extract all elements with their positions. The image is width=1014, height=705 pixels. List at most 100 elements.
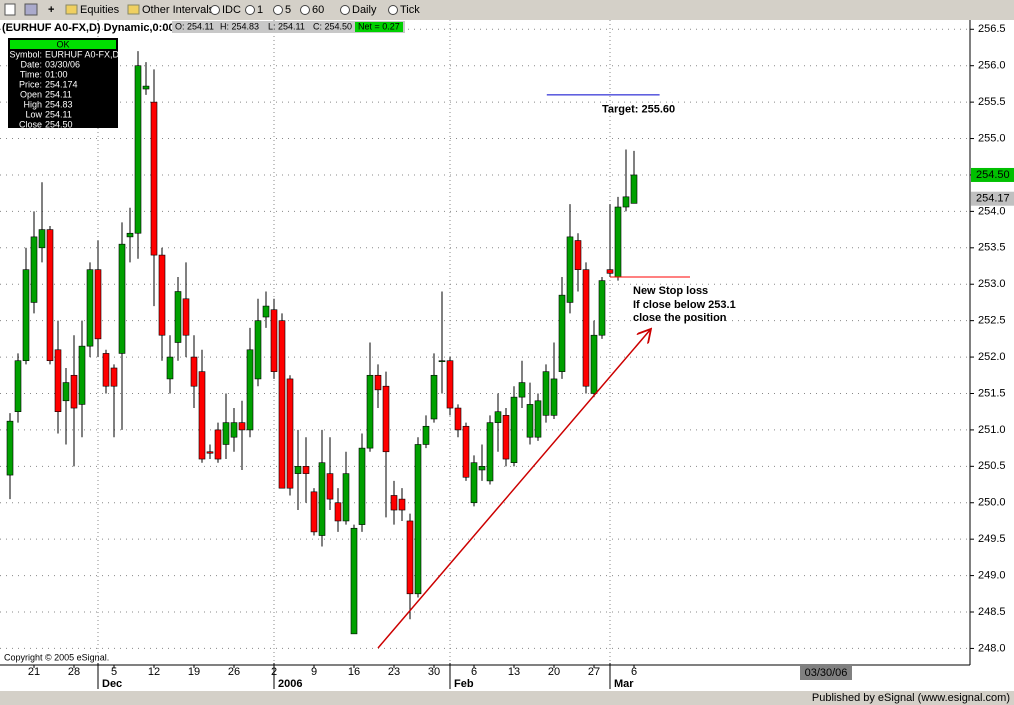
candle-body (390, 495, 398, 511)
candle-body (198, 371, 206, 460)
trend-arrow (377, 330, 650, 649)
candle-body (558, 294, 566, 372)
radio (300, 5, 310, 15)
candle-body (470, 462, 478, 504)
y-tick-label: 251.5 (978, 387, 1006, 399)
y-tick-label: 249.0 (978, 569, 1006, 581)
toolbar-item[interactable]: Tick (400, 4, 420, 16)
copyright: Copyright © 2005 eSignal. (4, 652, 109, 662)
x-tick-label: 9 (311, 666, 317, 678)
candle-body (422, 425, 430, 445)
dw-value: 03/30/06 (45, 59, 80, 69)
candle-body (598, 280, 606, 336)
quote-bar (172, 21, 405, 33)
candle-body (478, 466, 486, 471)
candle-body (86, 269, 94, 347)
toolbar-item[interactable]: 1 (257, 4, 263, 16)
candle-body (534, 400, 542, 438)
dw-label: High (23, 99, 42, 109)
candle-body (462, 425, 470, 478)
dw-label: Open (20, 89, 42, 99)
dw-label: Close (19, 119, 42, 129)
candle-body (110, 367, 118, 387)
x-tick-label: 12 (148, 666, 160, 678)
y-tick-label: 250.0 (978, 497, 1006, 509)
candle-body (70, 374, 78, 409)
toolbar-item[interactable]: 60 (312, 4, 324, 16)
candle-body (350, 527, 358, 635)
candle-body (254, 320, 262, 380)
candle-body (334, 502, 342, 522)
candle-body (166, 356, 174, 380)
annotation-note: If close below 253.1 (633, 299, 736, 311)
x-tick-label: 20 (548, 666, 560, 678)
candle-body (614, 206, 622, 278)
candle-body (150, 101, 158, 256)
y-axis-area (970, 20, 1014, 665)
y-tick-label: 255.5 (978, 96, 1006, 108)
x-tick-label: 30 (428, 666, 440, 678)
candle-body (630, 174, 638, 204)
x-tick-label: 5 (111, 666, 117, 678)
candle-body (118, 243, 126, 354)
x-tick-label: 19 (188, 666, 200, 678)
dw-value: 254.174 (45, 79, 78, 89)
toolbar-item[interactable]: Equities (80, 4, 120, 16)
cursor-date: 03/30/06 (805, 667, 848, 679)
candle-body (206, 451, 214, 454)
y-tick-label: 253.0 (978, 278, 1006, 290)
candle-body (158, 254, 166, 336)
candle-body (246, 349, 254, 431)
add-icon[interactable]: + (48, 4, 54, 16)
candle-body (486, 422, 494, 482)
candle-body (606, 269, 614, 274)
data-window-status: OK (56, 39, 69, 49)
candle-body (438, 360, 446, 363)
period-label: Dec (102, 678, 122, 690)
candle-body (54, 349, 62, 412)
candle-body (134, 65, 142, 234)
candle-body (502, 415, 510, 460)
dw-label: Price: (19, 79, 42, 89)
period-label: 2006 (278, 678, 302, 690)
radio (273, 5, 283, 15)
y-tick-label: 249.5 (978, 533, 1006, 545)
candle-body (286, 378, 294, 489)
toolbar-item[interactable]: 5 (285, 4, 291, 16)
y-tick-label: 256.5 (978, 23, 1006, 35)
candle-body (142, 85, 150, 90)
dw-label: Low (25, 109, 42, 119)
radio (245, 5, 255, 15)
dw-value: EURHUF A0-FX,D (45, 49, 120, 59)
price-marker-label: 254.17 (976, 193, 1010, 205)
data-window-status-bg (10, 40, 116, 49)
toolbar-item[interactable]: Other Intervals (142, 4, 215, 16)
dw-value: 254.11 (45, 109, 72, 119)
candle-body (190, 356, 198, 387)
candle-body (174, 291, 182, 343)
toolbar-item[interactable]: Daily (352, 4, 377, 16)
icon[interactable] (24, 3, 38, 16)
x-tick-label: 27 (588, 666, 600, 678)
candle-body (302, 466, 310, 474)
dw-label: Time: (20, 69, 42, 79)
candle-body (518, 382, 526, 398)
footer (0, 691, 1014, 705)
candle-body (590, 334, 598, 394)
publisher: Published by eSignal (www.esignal.com) (812, 692, 1010, 704)
folder-icon (127, 4, 140, 15)
period-label: Mar (614, 678, 634, 690)
candle-body (550, 378, 558, 416)
x-tick-label: 23 (388, 666, 400, 678)
y-tick-label: 252.0 (978, 351, 1006, 363)
dw-value: 254.50 (45, 119, 73, 129)
icon[interactable] (4, 3, 16, 16)
candle-body (398, 498, 406, 511)
toolbar-item[interactable]: IDC (222, 4, 241, 16)
quote-value: O: 254.11 (175, 21, 214, 31)
net-change: Net = 0.27 (358, 21, 400, 31)
radio (340, 5, 350, 15)
candle-body (62, 382, 70, 402)
